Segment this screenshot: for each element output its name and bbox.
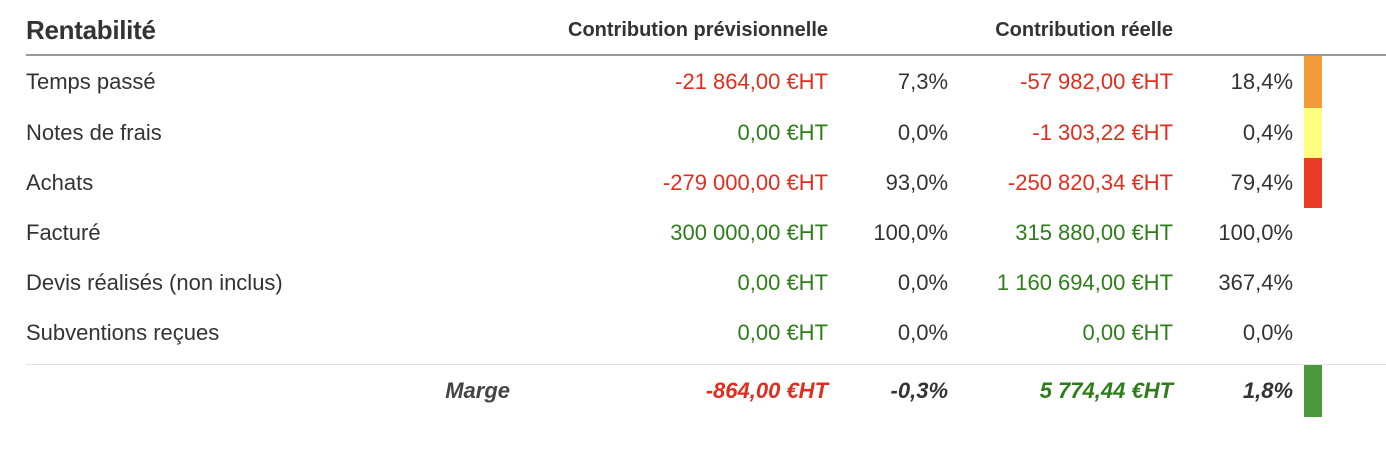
reelle-percent: 0,4%	[1242, 120, 1294, 145]
reelle-amount: -1 303,22 €HT	[1032, 120, 1174, 145]
previsionnelle-percent: 0,0%	[897, 320, 949, 345]
previsionnelle-amount: -279 000,00 €HT	[662, 170, 829, 195]
share-indicator-bar	[1304, 108, 1323, 158]
previsionnelle-percent: 93,0%	[885, 170, 949, 195]
row-label: Notes de frais	[26, 120, 162, 145]
previsionnelle-amount: -21 864,00 €HT	[675, 69, 829, 94]
row-label: Subventions reçues	[26, 320, 220, 345]
row-label: Facturé	[26, 220, 101, 245]
marge-label: Marge	[300, 364, 531, 417]
table-row: Temps passé -21 864,00 €HT 7,3% -57 982,…	[26, 55, 1386, 108]
panel-title: Rentabilité	[26, 6, 531, 56]
table-row: Achats -279 000,00 €HT 93,0% -250 820,34…	[26, 158, 1386, 208]
table-row: Facturé 300 000,00 €HT 100,0% 315 880,00…	[26, 208, 1386, 258]
reelle-amount: -57 982,00 €HT	[1020, 69, 1174, 94]
marge-indicator-bar	[1304, 365, 1323, 417]
marge-reelle-amount: 5 774,44 €HT	[950, 364, 1176, 417]
reelle-amount: -250 820,34 €HT	[1007, 170, 1174, 195]
reelle-amount: 0,00 €HT	[1082, 320, 1174, 345]
reelle-percent: 100,0%	[1218, 220, 1294, 245]
rentabilite-table: Rentabilité Contribution prévisionnelle …	[26, 6, 1386, 417]
previsionnelle-percent: 0,0%	[897, 270, 949, 295]
reelle-percent: 367,4%	[1218, 270, 1294, 295]
previsionnelle-amount: 0,00 €HT	[737, 270, 829, 295]
row-label: Temps passé	[26, 69, 156, 94]
row-label: Devis réalisés (non inclus)	[26, 270, 283, 295]
header-contribution-previsionnelle: Contribution prévisionnelle	[530, 6, 831, 56]
table-header-row: Rentabilité Contribution prévisionnelle …	[26, 6, 1386, 56]
reelle-percent: 18,4%	[1230, 69, 1294, 94]
reelle-percent: 79,4%	[1230, 170, 1294, 195]
table-row: Notes de frais 0,00 €HT 0,0% -1 303,22 €…	[26, 108, 1386, 158]
total-row: Marge -864,00 €HT -0,3% 5 774,44 €HT 1,8…	[26, 364, 1386, 417]
reelle-amount: 315 880,00 €HT	[1015, 220, 1174, 245]
previsionnelle-percent: 100,0%	[873, 220, 949, 245]
previsionnelle-amount: 0,00 €HT	[737, 120, 829, 145]
row-label: Achats	[26, 170, 94, 195]
marge-previsionnelle-amount: -864,00 €HT	[530, 364, 831, 417]
previsionnelle-amount: 300 000,00 €HT	[670, 220, 829, 245]
previsionnelle-percent: 7,3%	[897, 69, 949, 94]
share-indicator-bar	[1304, 56, 1323, 108]
table-row: Devis réalisés (non inclus) 0,00 €HT 0,0…	[26, 258, 1386, 308]
table-row: Subventions reçues 0,00 €HT 0,0% 0,00 €H…	[26, 308, 1386, 358]
reelle-percent: 0,0%	[1242, 320, 1294, 345]
marge-previsionnelle-percent: -0,3%	[830, 364, 951, 417]
header-contribution-reelle: Contribution réelle	[950, 6, 1176, 56]
share-indicator-bar	[1304, 158, 1323, 208]
reelle-amount: 1 160 694,00 €HT	[996, 270, 1174, 295]
marge-reelle-percent: 1,8%	[1175, 364, 1296, 417]
previsionnelle-amount: 0,00 €HT	[737, 320, 829, 345]
previsionnelle-percent: 0,0%	[897, 120, 949, 145]
